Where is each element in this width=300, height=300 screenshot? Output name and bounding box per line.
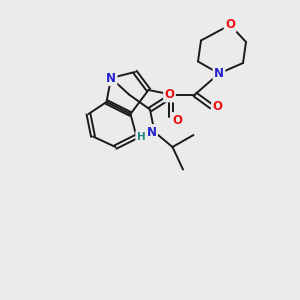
Text: N: N (146, 125, 157, 139)
Text: O: O (225, 18, 235, 32)
Text: O: O (212, 100, 223, 113)
Text: O: O (164, 88, 175, 101)
Text: N: N (214, 67, 224, 80)
Text: H: H (136, 131, 146, 142)
Text: O: O (172, 113, 183, 127)
Text: N: N (106, 71, 116, 85)
